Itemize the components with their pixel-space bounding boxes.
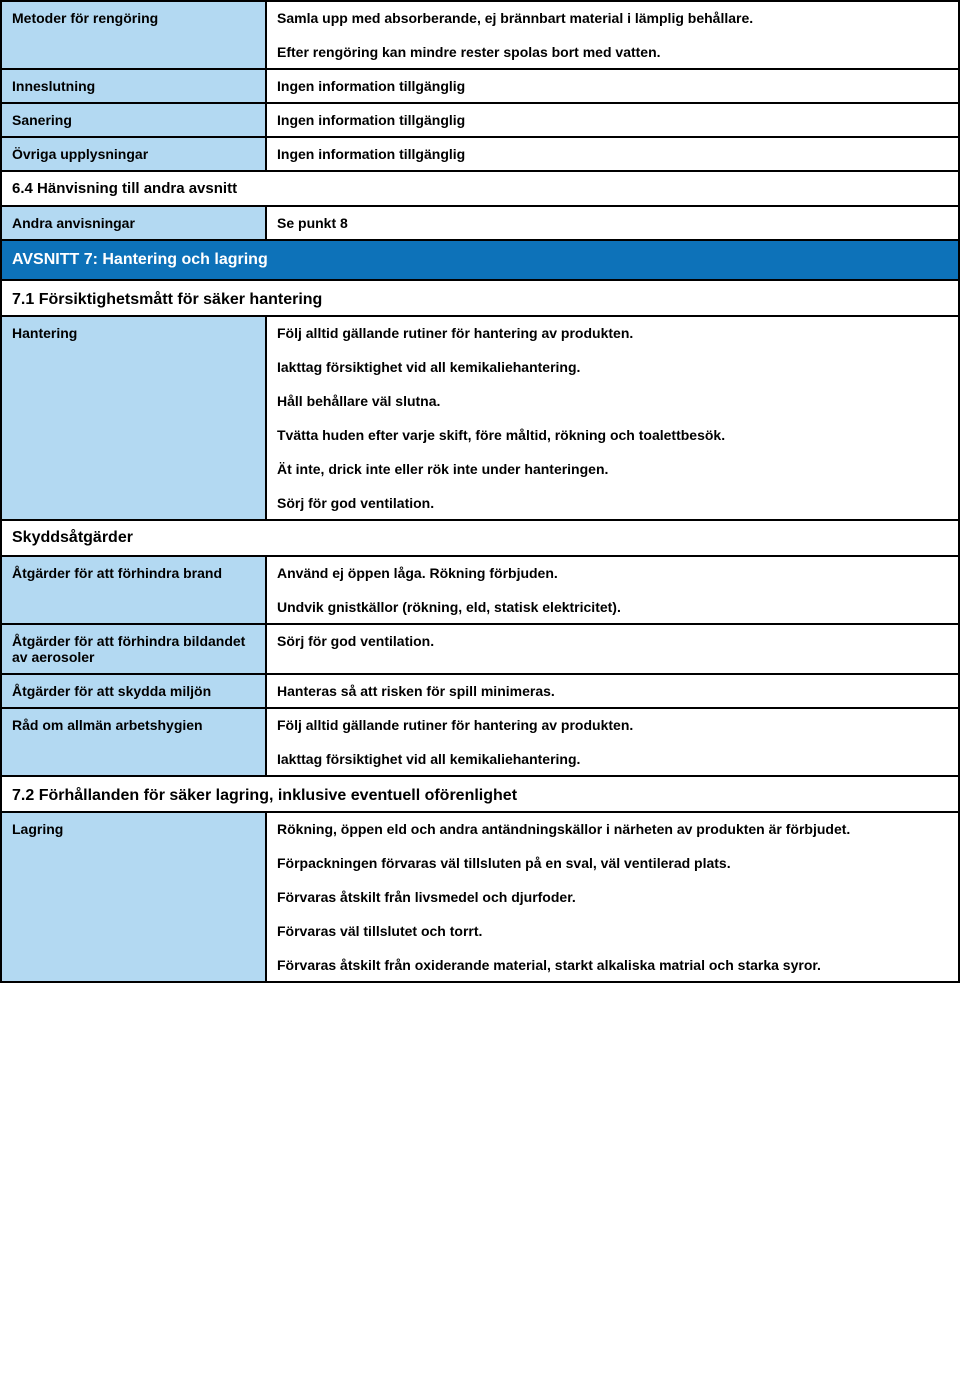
row-andra: Andra anvisningar Se punkt 8 bbox=[0, 207, 960, 241]
text: Följ alltid gällande rutiner för hanteri… bbox=[277, 325, 948, 341]
text: Efter rengöring kan mindre rester spolas… bbox=[277, 44, 948, 60]
text: Förvaras väl tillslutet och torrt. bbox=[277, 923, 948, 939]
text: Rökning, öppen eld och andra antändnings… bbox=[277, 821, 948, 837]
text: Förpackningen förvaras väl tillsluten på… bbox=[277, 855, 948, 871]
label-hanvisning: 6.4 Hänvisning till andra avsnitt bbox=[2, 172, 958, 205]
label-brand: Åtgärder för att förhindra brand bbox=[2, 557, 267, 623]
row-aerosoler: Åtgärder för att förhindra bildandet av … bbox=[0, 625, 960, 675]
text: Följ alltid gällande rutiner för hanteri… bbox=[277, 717, 948, 733]
value-andra: Se punkt 8 bbox=[267, 207, 958, 239]
row-ovriga: Övriga upplysningar Ingen information ti… bbox=[0, 138, 960, 172]
value-lagring: Rökning, öppen eld och andra antändnings… bbox=[267, 813, 958, 981]
row-metoder: Metoder för rengöring Samla upp med abso… bbox=[0, 0, 960, 70]
label-skydd: Skyddsåtgärder bbox=[2, 521, 958, 555]
row-hantering: Hantering Följ alltid gällande rutiner f… bbox=[0, 317, 960, 521]
value-arbetshygien: Följ alltid gällande rutiner för hanteri… bbox=[267, 709, 958, 775]
section-7-header: AVSNITT 7: Hantering och lagring bbox=[0, 241, 960, 281]
label-lagring: Lagring bbox=[2, 813, 267, 981]
row-skydd: Skyddsåtgärder bbox=[0, 521, 960, 557]
label-miljon: Åtgärder för att skydda miljön bbox=[2, 675, 267, 707]
row-arbetshygien: Råd om allmän arbetshygien Följ alltid g… bbox=[0, 709, 960, 777]
text: Iakttag försiktighet vid all kemikalieha… bbox=[277, 359, 948, 375]
value-inneslutning: Ingen information tillgänglig bbox=[267, 70, 958, 102]
value-ovriga: Ingen information tillgänglig bbox=[267, 138, 958, 170]
label-aerosoler: Åtgärder för att förhindra bildandet av … bbox=[2, 625, 267, 673]
value-brand: Använd ej öppen låga. Rökning förbjuden.… bbox=[267, 557, 958, 623]
label-andra: Andra anvisningar bbox=[2, 207, 267, 239]
text: Använd ej öppen låga. Rökning förbjuden. bbox=[277, 565, 948, 581]
label-ovriga: Övriga upplysningar bbox=[2, 138, 267, 170]
value-sanering: Ingen information tillgänglig bbox=[267, 104, 958, 136]
text: Förvaras åtskilt från oxiderande materia… bbox=[277, 957, 948, 973]
row-sanering: Sanering Ingen information tillgänglig bbox=[0, 104, 960, 138]
text: Tvätta huden efter varje skift, före mål… bbox=[277, 427, 948, 443]
sds-table: Metoder för rengöring Samla upp med abso… bbox=[0, 0, 960, 983]
row-brand: Åtgärder för att förhindra brand Använd … bbox=[0, 557, 960, 625]
label-hantering: Hantering bbox=[2, 317, 267, 519]
value-miljon: Hanteras så att risken för spill minimer… bbox=[267, 675, 958, 707]
row-hanvisning: 6.4 Hänvisning till andra avsnitt bbox=[0, 172, 960, 207]
label-arbetshygien: Råd om allmän arbetshygien bbox=[2, 709, 267, 775]
text: Ät inte, drick inte eller rök inte under… bbox=[277, 461, 948, 477]
subheading-7-1: 7.1 Försiktighetsmått för säker hanterin… bbox=[0, 281, 960, 317]
value-metoder: Samla upp med absorberande, ej brännbart… bbox=[267, 2, 958, 68]
label-sanering: Sanering bbox=[2, 104, 267, 136]
row-lagring: Lagring Rökning, öppen eld och andra ant… bbox=[0, 813, 960, 983]
text: Samla upp med absorberande, ej brännbart… bbox=[277, 10, 948, 26]
label-metoder: Metoder för rengöring bbox=[2, 2, 267, 68]
row-inneslutning: Inneslutning Ingen information tillgängl… bbox=[0, 70, 960, 104]
text: Förvaras åtskilt från livsmedel och djur… bbox=[277, 889, 948, 905]
text: Undvik gnistkällor (rökning, eld, statis… bbox=[277, 599, 948, 615]
subheading-7-2: 7.2 Förhållanden för säker lagring, inkl… bbox=[0, 777, 960, 813]
value-hantering: Följ alltid gällande rutiner för hanteri… bbox=[267, 317, 958, 519]
text: Iakttag försiktighet vid all kemikalieha… bbox=[277, 751, 948, 767]
label-inneslutning: Inneslutning bbox=[2, 70, 267, 102]
value-aerosoler: Sörj för god ventilation. bbox=[267, 625, 958, 673]
text: Håll behållare väl slutna. bbox=[277, 393, 948, 409]
text: Sörj för god ventilation. bbox=[277, 495, 948, 511]
row-miljon: Åtgärder för att skydda miljön Hanteras … bbox=[0, 675, 960, 709]
